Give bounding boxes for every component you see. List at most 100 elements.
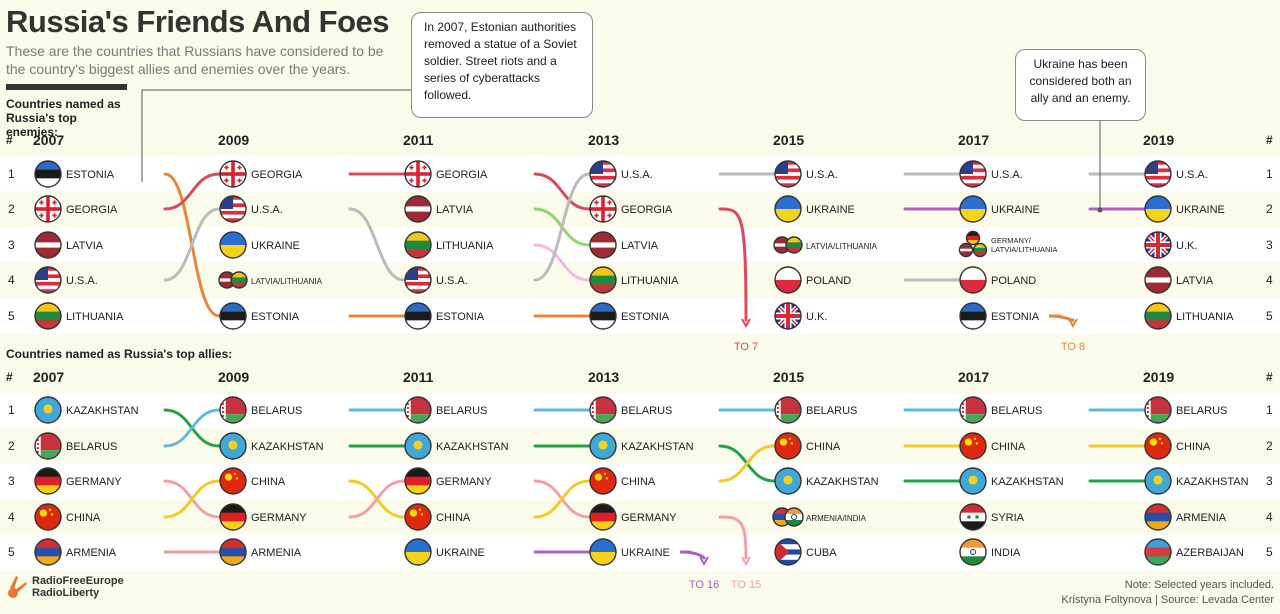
entry-u-s-a: U.S.A.: [959, 160, 1023, 188]
row-band: [0, 298, 1280, 334]
flag-kazakhstan: [219, 432, 247, 460]
flag-latvia: [589, 231, 617, 259]
flag-ukraine: [959, 195, 987, 223]
flag-armenia: [1144, 503, 1172, 531]
entry-armenia: ARMENIA: [1144, 503, 1227, 531]
exit-label: TO 16: [689, 579, 719, 591]
entry-label: U.K.: [806, 311, 827, 323]
entry-label: LATVIA: [436, 204, 474, 216]
entry-label: POLAND: [806, 275, 851, 287]
enemies-chart: # #2007 2009 2011 2013 2015 2017 2019 1 1 2 2 3 3 4 4 5 5…: [0, 132, 1280, 353]
rank-number-right: 5: [1266, 309, 1273, 323]
flag-china: [219, 467, 247, 495]
entry-label: LITHUANIA: [66, 311, 124, 323]
entry-label: GERMANY: [621, 512, 677, 524]
entry-label: ARMENIA: [251, 547, 302, 559]
entry-label: LATVIA: [66, 240, 104, 252]
flag-u-s-a: [589, 160, 617, 188]
entry-ukraine: UKRAINE: [404, 538, 485, 566]
flag-u-s-a: [959, 160, 987, 188]
entry-georgia: GEORGIA: [34, 195, 118, 223]
entry-estonia: ESTONIA: [589, 302, 670, 330]
flag-belarus: [589, 396, 617, 424]
entry-lithuania: LITHUANIA: [1144, 302, 1234, 330]
flag-lithuania: [972, 242, 988, 258]
flag-lithuania: [230, 271, 248, 289]
year-label-2011: 2011: [403, 369, 434, 385]
flag-germany: [404, 467, 432, 495]
entry-label: GERMANY: [66, 476, 122, 488]
entry-china: CHINA: [34, 503, 101, 531]
entry-label: CHINA: [66, 512, 101, 524]
entry-label: UKRAINE: [436, 547, 485, 559]
entry-latvia: LATVIA: [589, 231, 659, 259]
entry-label: ESTONIA: [436, 311, 485, 323]
title-underline: [6, 84, 127, 90]
year-label-2015: 2015: [773, 369, 804, 385]
flag-germany: [219, 503, 247, 531]
entry-latvia: LATVIA: [404, 195, 474, 223]
ukraine-callout: Ukraine has been considered both an ally…: [1015, 49, 1146, 121]
entry-label: UKRAINE: [251, 240, 300, 252]
entry-germany: GERMANY: [219, 503, 307, 531]
entry-label: CHINA: [251, 476, 286, 488]
entry-label: LATVIA: [621, 240, 659, 252]
entry-label: UKRAINE: [991, 204, 1040, 216]
flag-belarus: [404, 396, 432, 424]
entry-germany-latvia-lithuania: GERMANY/LATVIA/LITHUANIA: [958, 230, 1058, 258]
entry-label: BELARUS: [1176, 405, 1227, 417]
flag-belarus: [959, 396, 987, 424]
rank-number-left: 2: [8, 439, 15, 453]
rank-number-left: 3: [8, 238, 15, 252]
entry-label: BELARUS: [436, 405, 487, 417]
year-label-2017: 2017: [958, 369, 989, 385]
entry-belarus: BELARUS: [34, 432, 117, 460]
entry-label: ESTONIA: [66, 169, 115, 181]
flag-lithuania: [404, 231, 432, 259]
entry-armenia-india: ARMENIA/INDIA: [772, 507, 867, 527]
entry-kazakhstan: KAZAKHSTAN: [774, 467, 879, 495]
line-u-s-a: [348, 207, 406, 282]
flag-u-k: [774, 302, 802, 330]
year-label-2013: 2013: [588, 369, 619, 385]
flag-ukraine: [404, 538, 432, 566]
flag-kazakhstan: [404, 432, 432, 460]
flag-u-s-a: [774, 160, 802, 188]
flag-china: [774, 432, 802, 460]
flag-estonia: [959, 302, 987, 330]
flag-lithuania: [785, 236, 803, 254]
exit-label: TO 7: [734, 341, 758, 353]
flag-ukraine: [589, 538, 617, 566]
entry-estonia: ESTONIA: [959, 302, 1040, 330]
entry-latvia: LATVIA: [1144, 266, 1214, 294]
rank-number-left: 5: [8, 309, 15, 323]
flag-estonia: [219, 302, 247, 330]
line-china: [718, 444, 776, 483]
entry-label: GEORGIA: [621, 204, 673, 216]
flag-u-s-a: [219, 195, 247, 223]
rank-number-right: 2: [1266, 202, 1273, 216]
enemies-section-label: Countries named as Russia's top enemies:: [6, 97, 121, 139]
rank-number-left: 5: [8, 545, 15, 559]
rank-header-right: #: [1266, 133, 1273, 147]
entry-label: BELARUS: [806, 405, 857, 417]
entry-azerbaijan: AZERBAIJAN: [1144, 538, 1244, 566]
exit-label: TO 15: [731, 579, 761, 591]
entry-cuba: CUBA: [774, 538, 837, 566]
entry-belarus: BELARUS: [589, 396, 672, 424]
rank-header-left: #: [6, 370, 13, 384]
rank-number-right: 4: [1266, 510, 1273, 524]
source-note: Note: Selected years included. Kristyna …: [1061, 578, 1274, 608]
entry-belarus: BELARUS: [774, 396, 857, 424]
rank-number-left: 1: [8, 403, 15, 417]
entry-label: KAZAKHSTAN: [251, 441, 324, 453]
entry-label: ARMENIA/INDIA: [806, 514, 867, 523]
rank-number-left: 4: [8, 510, 15, 524]
entry-label: LATVIA: [1176, 275, 1214, 287]
flag-cuba: [774, 538, 802, 566]
flag-belarus: [34, 432, 62, 460]
entry-label: LITHUANIA: [1176, 311, 1234, 323]
entry-label: BELARUS: [251, 405, 302, 417]
entry-label: U.K.: [1176, 240, 1197, 252]
entry-label: POLAND: [991, 275, 1036, 287]
